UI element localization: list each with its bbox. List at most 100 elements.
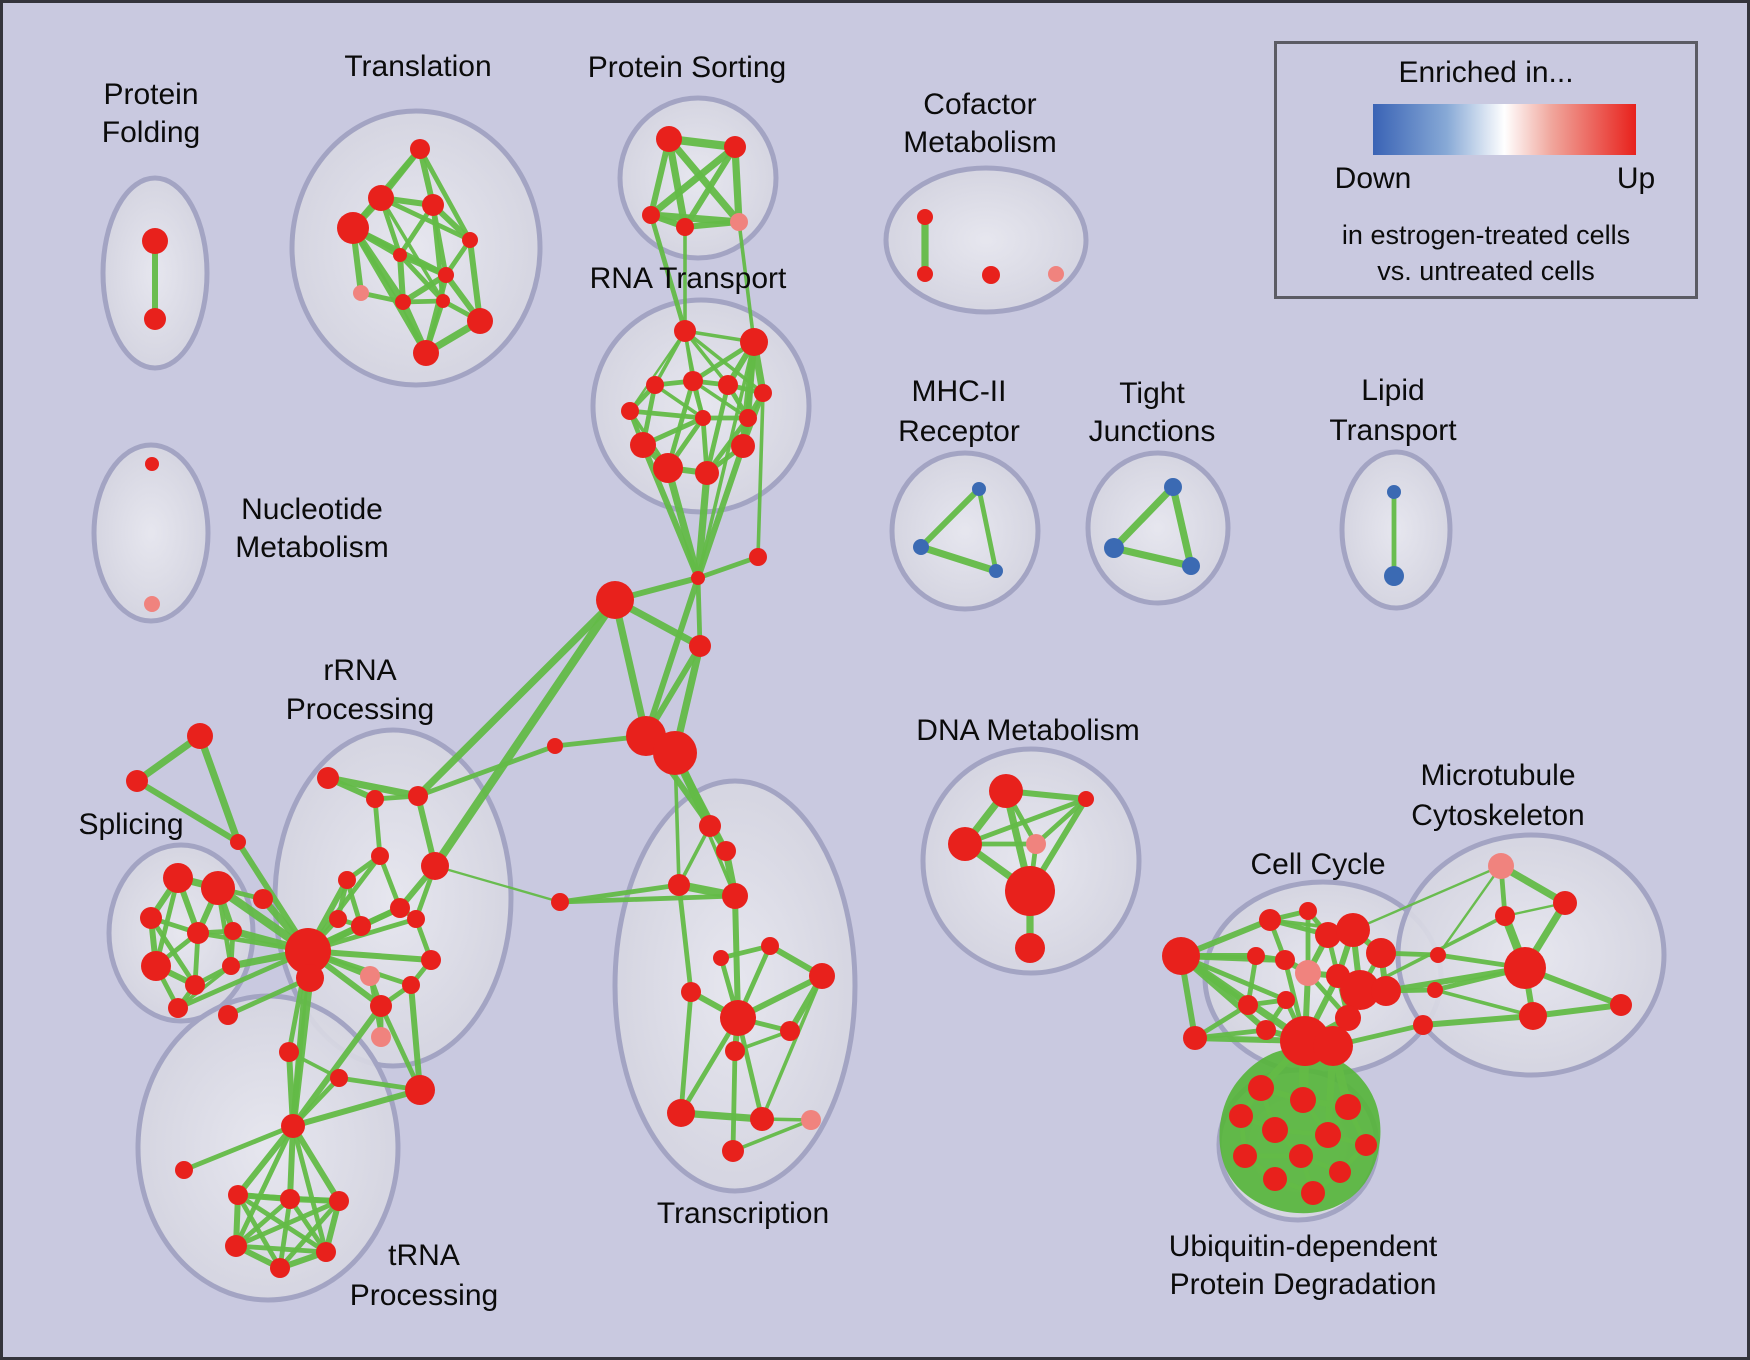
node-t2-up[interactable] (368, 185, 394, 211)
node-r1-up[interactable] (317, 767, 339, 789)
node-r7-up[interactable] (329, 910, 347, 928)
node-t6-up[interactable] (393, 248, 407, 262)
node-t4-up[interactable] (422, 194, 444, 216)
node-cc11-up[interactable] (1371, 976, 1401, 1006)
node-tj1-down[interactable] (1164, 478, 1182, 496)
node-cc2-up[interactable] (1299, 902, 1317, 920)
node-t9-up[interactable] (395, 294, 411, 310)
node-rt11-up[interactable] (653, 453, 683, 483)
node-r4-up[interactable] (421, 852, 449, 880)
node-t11-up[interactable] (413, 340, 439, 366)
node-cc0b-up[interactable] (1183, 1026, 1207, 1050)
node-Th4-up[interactable] (225, 1235, 247, 1257)
node-tr12-up[interactable] (725, 1041, 745, 1061)
node-cf3-up[interactable] (982, 266, 1000, 284)
node-s0c-up[interactable] (230, 834, 246, 850)
node-ps4-up[interactable] (676, 218, 694, 236)
node-tr6-up[interactable] (713, 950, 729, 966)
node-d4-up[interactable] (1026, 834, 1046, 854)
node-rt6-up[interactable] (754, 384, 772, 402)
node-Th6-up[interactable] (270, 1258, 290, 1278)
node-Th1-up[interactable] (228, 1185, 248, 1205)
node-r13-up[interactable] (402, 976, 420, 994)
node-lt2-down[interactable] (1384, 566, 1404, 586)
node-d5-up[interactable] (1005, 866, 1055, 916)
node-cc15-up[interactable] (1335, 1005, 1361, 1031)
node-tr4-up[interactable] (722, 883, 748, 909)
node-Tu3-up[interactable] (405, 1075, 435, 1105)
node-m2-down[interactable] (913, 539, 929, 555)
node-rt1-up[interactable] (674, 320, 696, 342)
node-t10-up[interactable] (467, 308, 493, 334)
node-rt5-up[interactable] (718, 375, 738, 395)
node-R0-up[interactable] (285, 928, 331, 974)
node-sp6-up[interactable] (141, 951, 171, 981)
node-T0-up[interactable] (281, 1114, 305, 1138)
node-u1-up[interactable] (1248, 1075, 1274, 1101)
node-cc10-up[interactable] (1340, 970, 1380, 1010)
node-tr3-up[interactable] (668, 874, 690, 896)
node-sp7-up[interactable] (185, 975, 205, 995)
node-r2-up[interactable] (366, 790, 384, 808)
node-mt9-up[interactable] (1610, 994, 1632, 1016)
node-nm2-up[interactable] (144, 596, 160, 612)
node-mt2-up[interactable] (1553, 891, 1577, 915)
node-tr9-up[interactable] (681, 982, 701, 1002)
node-r9-up[interactable] (390, 898, 410, 918)
node-mt4-up[interactable] (1504, 947, 1546, 989)
node-cc1-up[interactable] (1259, 909, 1281, 931)
node-ps1-up[interactable] (656, 126, 682, 152)
node-sp8-up[interactable] (222, 957, 240, 975)
node-rt2-up[interactable] (740, 328, 768, 356)
node-r3-up[interactable] (408, 786, 428, 806)
node-t5-up[interactable] (462, 232, 478, 248)
node-Th3-up[interactable] (329, 1191, 349, 1211)
node-rt13-up[interactable] (731, 434, 755, 458)
node-tr11-up[interactable] (780, 1021, 800, 1041)
node-Th5-up[interactable] (316, 1242, 336, 1262)
node-rt9-up[interactable] (739, 409, 757, 427)
node-tr7-up[interactable] (761, 937, 779, 955)
node-pf2-up[interactable] (144, 308, 166, 330)
node-pf1-up[interactable] (142, 228, 168, 254)
node-tr8-up[interactable] (809, 963, 835, 989)
node-rt3-up[interactable] (646, 376, 664, 394)
node-r12-up[interactable] (360, 966, 380, 986)
node-rt4-up[interactable] (683, 371, 703, 391)
node-r5-up[interactable] (371, 847, 389, 865)
node-ps5-up[interactable] (730, 213, 748, 231)
node-cc0-up[interactable] (1162, 937, 1200, 975)
node-mt7-up[interactable] (1413, 1015, 1433, 1035)
node-u12-up[interactable] (1301, 1181, 1325, 1205)
node-tr16-up[interactable] (722, 1140, 744, 1162)
node-c1-up[interactable] (691, 571, 705, 585)
node-Tp-up[interactable] (371, 1027, 391, 1047)
node-r11-up[interactable] (421, 950, 441, 970)
node-t8-up[interactable] (353, 285, 369, 301)
node-u4-up[interactable] (1229, 1104, 1253, 1128)
node-u6-up[interactable] (1315, 1122, 1341, 1148)
node-sp1-up[interactable] (163, 863, 193, 893)
node-cc3-up[interactable] (1315, 922, 1341, 948)
node-cc6-up[interactable] (1247, 947, 1265, 965)
node-m3-down[interactable] (989, 564, 1003, 578)
node-u2-up[interactable] (1290, 1087, 1316, 1113)
node-Tu4-up[interactable] (218, 1005, 238, 1025)
node-c6-up[interactable] (653, 731, 697, 775)
node-s0a-up[interactable] (187, 723, 213, 749)
node-u5-up[interactable] (1262, 1117, 1288, 1143)
node-sp4-up[interactable] (187, 922, 209, 944)
node-c7-up[interactable] (547, 738, 563, 754)
node-u11-up[interactable] (1263, 1167, 1287, 1191)
node-tr10-up[interactable] (720, 1000, 756, 1036)
node-t3-up[interactable] (337, 212, 369, 244)
node-cc12-up[interactable] (1238, 995, 1258, 1015)
node-Th2-up[interactable] (280, 1189, 300, 1209)
node-sp9-up[interactable] (168, 998, 188, 1018)
node-cc5-up[interactable] (1366, 938, 1396, 968)
node-R0b-up[interactable] (296, 964, 324, 992)
node-tr2-up[interactable] (716, 841, 736, 861)
node-r15-up[interactable] (253, 889, 273, 909)
node-ps2-up[interactable] (724, 136, 746, 158)
node-tr15-up[interactable] (801, 1110, 821, 1130)
